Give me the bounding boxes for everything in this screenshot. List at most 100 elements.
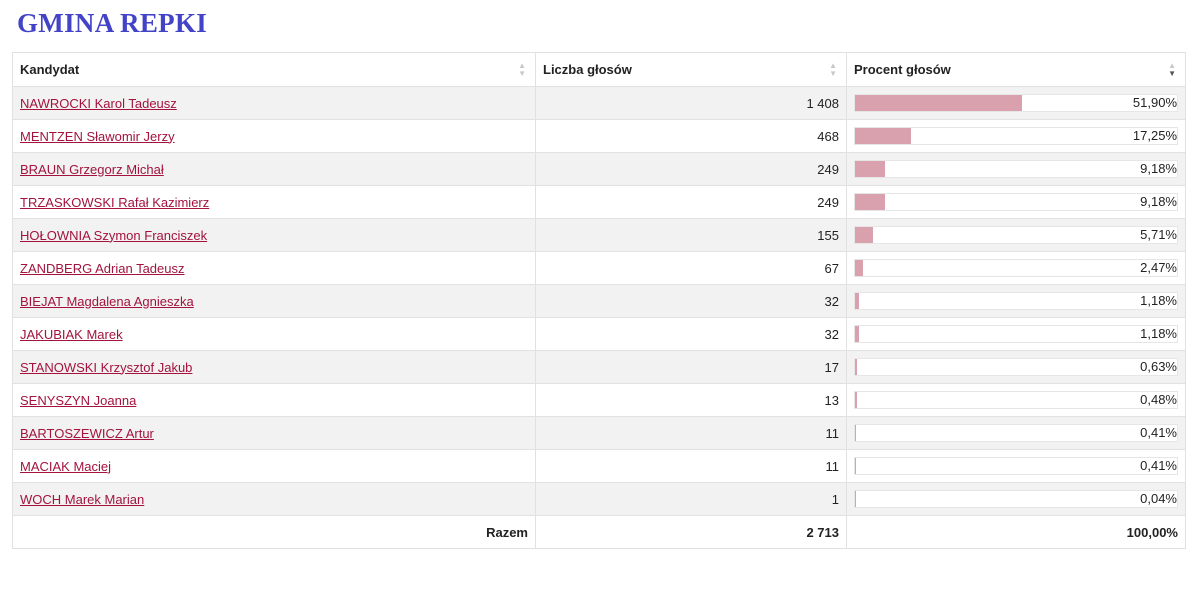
candidate-cell: BIEJAT Magdalena Agnieszka	[12, 284, 536, 318]
percent-label: 0,41%	[1140, 458, 1177, 473]
candidate-cell: HOŁOWNIA Szymon Franciszek	[12, 218, 536, 252]
sort-desc-icon[interactable]: ▲ ▼	[1168, 61, 1176, 78]
percent-cell: 51,90%	[846, 86, 1186, 120]
percent-bar: 2,47%	[854, 259, 1178, 277]
percent-bar: 0,41%	[854, 424, 1178, 442]
column-header-percent-label: Procent głosów	[854, 62, 951, 77]
table-row: SENYSZYN Joanna 13 0,48%	[12, 383, 1186, 417]
candidate-cell: BARTOSZEWICZ Artur	[12, 416, 536, 450]
votes-cell: 468	[535, 119, 847, 153]
percent-cell: 9,18%	[846, 152, 1186, 186]
total-percent: 100,00%	[846, 515, 1186, 549]
table-row: MACIAK Maciej 11 0,41%	[12, 449, 1186, 483]
percent-label: 9,18%	[1140, 194, 1177, 209]
percent-label: 51,90%	[1132, 95, 1177, 110]
percent-bar-fill	[855, 458, 857, 474]
total-votes: 2 713	[535, 515, 847, 549]
percent-cell: 2,47%	[846, 251, 1186, 285]
candidate-cell: STANOWSKI Krzysztof Jakub	[12, 350, 536, 384]
candidate-cell: NAWROCKI Karol Tadeusz	[12, 86, 536, 120]
percent-bar-fill	[855, 194, 885, 210]
results-table: Kandydat ▲ ▼ Liczba głosów ▲ ▼ Procent gło…	[12, 52, 1186, 549]
candidate-cell: MACIAK Maciej	[12, 449, 536, 483]
percent-cell: 1,18%	[846, 317, 1186, 351]
votes-cell: 1 408	[535, 86, 847, 120]
sort-both-icon[interactable]: ▲ ▼	[518, 61, 526, 78]
total-row: Razem 2 713 100,00%	[12, 515, 1186, 549]
page-title: GMINA REPKI	[17, 8, 208, 38]
table-row: MENTZEN Sławomir Jerzy 468 17,25%	[12, 119, 1186, 153]
percent-bar-fill	[855, 425, 857, 441]
column-header-votes[interactable]: Liczba głosów ▲ ▼	[535, 52, 847, 87]
candidate-link[interactable]: BRAUN Grzegorz Michał	[20, 161, 164, 177]
candidate-link[interactable]: ZANDBERG Adrian Tadeusz	[20, 260, 185, 276]
votes-cell: 1	[535, 482, 847, 516]
candidate-cell: MENTZEN Sławomir Jerzy	[12, 119, 536, 153]
percent-bar: 5,71%	[854, 226, 1178, 244]
column-header-candidate-label: Kandydat	[20, 62, 80, 77]
candidate-cell: ZANDBERG Adrian Tadeusz	[12, 251, 536, 285]
votes-cell: 32	[535, 317, 847, 351]
percent-cell: 5,71%	[846, 218, 1186, 252]
candidate-link[interactable]: JAKUBIAK Marek	[20, 326, 123, 342]
column-header-candidate[interactable]: Kandydat ▲ ▼	[12, 52, 536, 87]
candidate-link[interactable]: STANOWSKI Krzysztof Jakub	[20, 359, 193, 375]
percent-bar: 1,18%	[854, 292, 1178, 310]
total-label: Razem	[12, 515, 536, 549]
candidate-cell: WOCH Marek Marian	[12, 482, 536, 516]
percent-bar-fill	[855, 359, 858, 375]
percent-bar-fill	[855, 95, 1023, 111]
votes-cell: 249	[535, 152, 847, 186]
table-row: BARTOSZEWICZ Artur 11 0,41%	[12, 416, 1186, 450]
candidate-cell: TRZASKOWSKI Rafał Kazimierz	[12, 185, 536, 219]
percent-label: 1,18%	[1140, 293, 1177, 308]
percent-bar-fill	[855, 227, 874, 243]
table-row: WOCH Marek Marian 1 0,04%	[12, 482, 1186, 516]
table-row: ZANDBERG Adrian Tadeusz 67 2,47%	[12, 251, 1186, 285]
percent-bar: 1,18%	[854, 325, 1178, 343]
percent-bar-fill	[855, 128, 911, 144]
percent-cell: 17,25%	[846, 119, 1186, 153]
table-row: JAKUBIAK Marek 32 1,18%	[12, 317, 1186, 351]
percent-bar-fill	[855, 326, 859, 342]
candidate-link[interactable]: NAWROCKI Karol Tadeusz	[20, 95, 177, 111]
candidate-link[interactable]: MACIAK Maciej	[20, 458, 112, 474]
candidate-link[interactable]: TRZASKOWSKI Rafał Kazimierz	[20, 194, 210, 210]
percent-bar: 9,18%	[854, 193, 1178, 211]
column-header-percent[interactable]: Procent głosów ▲ ▼	[846, 52, 1186, 87]
percent-bar-fill	[855, 293, 859, 309]
sort-both-icon[interactable]: ▲ ▼	[829, 61, 837, 78]
table-row: TRZASKOWSKI Rafał Kazimierz 249 9,18%	[12, 185, 1186, 219]
candidate-link[interactable]: BARTOSZEWICZ Artur	[20, 425, 154, 441]
votes-cell: 67	[535, 251, 847, 285]
percent-bar-fill	[855, 161, 885, 177]
candidate-link[interactable]: MENTZEN Sławomir Jerzy	[20, 128, 175, 144]
percent-cell: 0,04%	[846, 482, 1186, 516]
candidate-link[interactable]: HOŁOWNIA Szymon Franciszek	[20, 227, 208, 243]
percent-label: 17,25%	[1132, 128, 1177, 143]
percent-label: 5,71%	[1140, 227, 1177, 242]
percent-cell: 0,41%	[846, 416, 1186, 450]
candidate-link[interactable]: BIEJAT Magdalena Agnieszka	[20, 293, 194, 309]
percent-bar-fill	[855, 260, 863, 276]
percent-cell: 9,18%	[846, 185, 1186, 219]
percent-label: 1,18%	[1140, 326, 1177, 341]
percent-bar: 51,90%	[854, 94, 1178, 112]
candidate-cell: JAKUBIAK Marek	[12, 317, 536, 351]
percent-bar: 0,04%	[854, 490, 1178, 508]
column-header-votes-label: Liczba głosów	[543, 62, 632, 77]
table-header-row: Kandydat ▲ ▼ Liczba głosów ▲ ▼ Procent gło…	[12, 52, 1186, 87]
votes-cell: 11	[535, 416, 847, 450]
votes-cell: 13	[535, 383, 847, 417]
candidate-link[interactable]: SENYSZYN Joanna	[20, 392, 137, 408]
table-row: HOŁOWNIA Szymon Franciszek 155 5,71%	[12, 218, 1186, 252]
percent-label: 0,63%	[1140, 359, 1177, 374]
candidate-link[interactable]: WOCH Marek Marian	[20, 491, 145, 507]
votes-cell: 17	[535, 350, 847, 384]
percent-bar: 9,18%	[854, 160, 1178, 178]
percent-bar-fill	[855, 392, 857, 408]
percent-bar: 0,63%	[854, 358, 1178, 376]
percent-bar: 0,41%	[854, 457, 1178, 475]
percent-bar: 17,25%	[854, 127, 1178, 145]
table-row: BIEJAT Magdalena Agnieszka 32 1,18%	[12, 284, 1186, 318]
